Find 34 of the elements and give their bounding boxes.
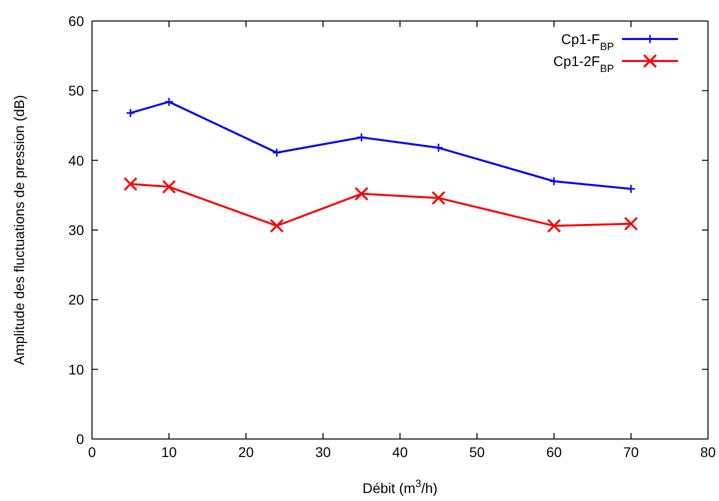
point — [270, 218, 284, 233]
point — [547, 218, 561, 233]
point — [549, 176, 559, 186]
point — [126, 108, 136, 118]
y-tick-label: 40 — [68, 152, 84, 168]
point — [162, 180, 176, 194]
point — [124, 177, 138, 192]
point — [356, 132, 366, 142]
x-tick-label: 0 — [88, 444, 96, 460]
point — [434, 143, 444, 153]
point — [626, 184, 636, 194]
x-tick-label: 10 — [161, 444, 177, 460]
y-tick-label: 10 — [68, 361, 84, 378]
x-tick-label: 40 — [392, 444, 408, 460]
y-tick-label: 20 — [68, 292, 84, 308]
x-axis-title: Débit (m$^{3}$/h) — [362, 478, 438, 496]
x-tick-label: 60 — [546, 444, 562, 460]
x-tick-label: 50 — [469, 444, 485, 460]
x-tick-label: 30 — [315, 444, 331, 460]
legend-label: Cp1-F$_{BP}$ — [561, 31, 614, 53]
x-tick-label: 80 — [700, 444, 716, 460]
point — [272, 148, 282, 158]
point — [164, 97, 174, 107]
point — [432, 190, 446, 205]
legend-label: Cp1-2F$_{BP}$ — [553, 53, 614, 75]
point — [624, 216, 638, 231]
y-tick-label: 30 — [68, 222, 84, 238]
y-axis-title: Amplitude des fluctuations de pression (dB) — [11, 94, 27, 366]
y-tick-label: 50 — [68, 82, 84, 99]
x-tick-label: 70 — [623, 444, 639, 460]
y-tick-label: 60 — [68, 13, 84, 29]
point — [354, 186, 368, 201]
x-tick-label: 20 — [238, 444, 254, 460]
y-tick-label: 0 — [76, 431, 84, 447]
